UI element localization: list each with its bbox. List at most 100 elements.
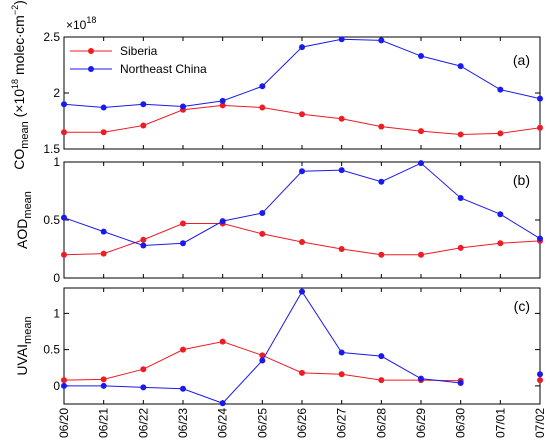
data-point [418, 53, 424, 60]
data-point [219, 102, 226, 109]
data-point [378, 377, 385, 384]
data-point [378, 251, 385, 258]
legend-marker [88, 66, 94, 72]
data-point [497, 240, 504, 247]
data-point [219, 218, 226, 225]
data-point [457, 379, 464, 386]
data-point [100, 104, 107, 111]
data-point [378, 178, 385, 185]
legend-entry: Northeast China [70, 62, 207, 76]
panel-tag: (a) [513, 52, 530, 68]
data-point [457, 131, 464, 138]
legend-marker [88, 48, 94, 54]
y-tick-label: 0.5 [43, 343, 60, 357]
series-northeast-china [61, 160, 543, 249]
axis-multiplier: ×1018 [66, 15, 96, 32]
data-point [497, 130, 504, 137]
legend-label: Siberia [120, 44, 158, 58]
y-tick-label: 1 [53, 155, 60, 169]
data-point [537, 95, 543, 102]
y-axis-label: AODmean [14, 191, 34, 249]
x-tick-label: 06/22 [136, 408, 150, 438]
panel-1: 1.5 2 2.5 (a) COmean (×1018 molec∙cm−2) ×1018 [10, 0, 543, 170]
panel-tag: (b) [513, 172, 530, 188]
data-point [259, 210, 266, 217]
data-point [100, 129, 107, 136]
data-point [61, 129, 67, 136]
data-point [61, 214, 67, 221]
plot-frame [63, 161, 541, 279]
x-tick-label: 06/26 [295, 408, 309, 438]
data-point [140, 242, 147, 249]
data-point [180, 346, 186, 353]
x-tick-label: 07/01 [493, 408, 507, 438]
panel-3: 0 0.5 1 (c) UVAImean [14, 287, 543, 407]
x-tick-label: 06/30 [454, 408, 468, 438]
data-point [418, 375, 424, 382]
x-tick-label: 06/20 [57, 408, 71, 438]
data-point [180, 103, 186, 110]
data-point [61, 101, 67, 108]
data-point [259, 230, 266, 237]
x-tick-label: 06/27 [335, 408, 349, 438]
data-point [378, 37, 385, 44]
x-tick-label: 06/29 [414, 408, 428, 438]
y-tick-label: 0 [53, 379, 60, 393]
panel-2: 0 0.5 1 (b) AODmean [14, 155, 543, 285]
data-point [219, 400, 226, 407]
y-tick-label: 0.5 [43, 213, 60, 227]
y-axis-label: COmean (×1018 molec∙cm−2) [10, 0, 31, 170]
x-tick-label: 06/21 [97, 408, 111, 438]
data-point [219, 338, 226, 345]
data-point [140, 122, 147, 129]
y-tick-label: 1.5 [43, 142, 60, 156]
data-point [100, 382, 107, 389]
data-point [299, 168, 305, 175]
data-point [457, 63, 464, 70]
data-point [418, 160, 424, 167]
y-tick-label: 0 [53, 271, 60, 285]
data-point [338, 371, 345, 378]
series-northeast-china [61, 288, 543, 407]
data-point [537, 371, 543, 378]
data-point [100, 228, 107, 235]
data-point [457, 244, 464, 251]
data-point [100, 376, 107, 383]
data-point [180, 240, 186, 247]
data-point [338, 115, 345, 122]
data-point [100, 250, 107, 257]
data-point [418, 128, 424, 135]
x-tick-label: 07/02 [533, 408, 547, 438]
y-tick-label: 1 [53, 306, 60, 320]
data-point [537, 124, 543, 131]
x-tick-label: 06/25 [255, 408, 269, 438]
legend-label: Northeast China [120, 62, 207, 76]
legend-entry: Siberia [70, 44, 158, 58]
data-point [259, 104, 266, 111]
x-tick-label: 06/28 [374, 408, 388, 438]
data-point [338, 36, 345, 43]
series-siberia [61, 220, 543, 258]
series-siberia [61, 338, 543, 384]
y-axis-label: UVAImean [14, 316, 34, 375]
x-tick-label: 06/23 [176, 408, 190, 438]
data-point [140, 366, 147, 373]
chart-legend: Siberia Northeast China [70, 44, 207, 76]
data-point [299, 288, 305, 295]
series-line [64, 104, 541, 135]
data-point [259, 83, 266, 90]
data-point [338, 246, 345, 252]
data-point [338, 167, 345, 174]
data-point [537, 377, 543, 384]
data-point [299, 369, 305, 376]
data-point [140, 236, 147, 243]
data-point [180, 385, 186, 392]
data-point [61, 251, 67, 258]
data-point [338, 349, 345, 356]
y-tick-label: 2.5 [43, 30, 60, 44]
panel-tag: (c) [514, 298, 530, 314]
series-line [64, 290, 461, 404]
data-point [497, 86, 504, 93]
data-point [537, 235, 543, 242]
